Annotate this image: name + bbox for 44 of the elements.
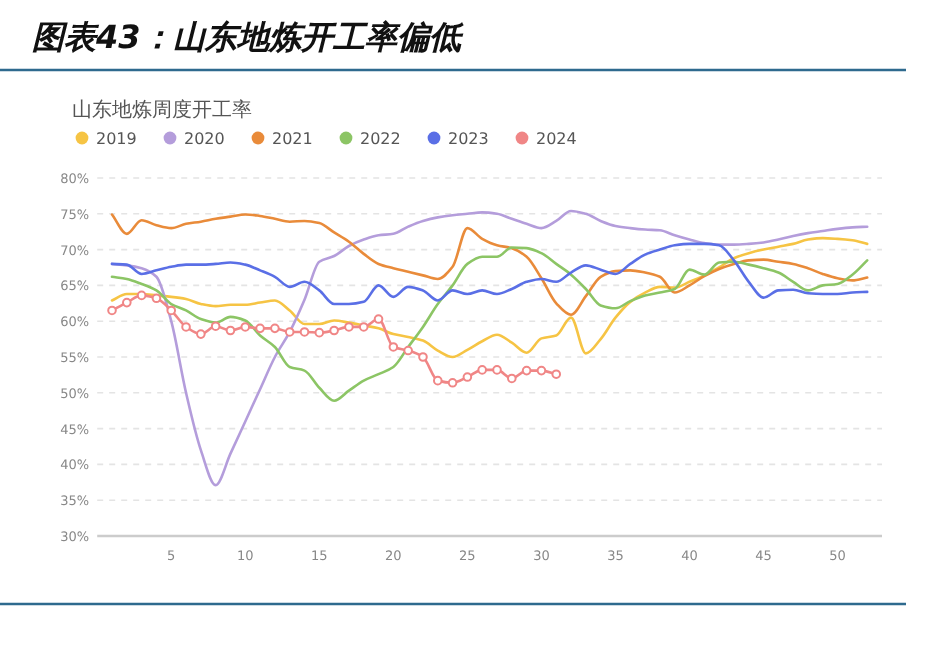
- point: [284, 327, 295, 337]
- chart-title: 图表43：山东地炼开工率偏低: [32, 18, 465, 56]
- point: [507, 373, 517, 384]
- point: [314, 327, 325, 338]
- point: [447, 377, 458, 388]
- point: [388, 342, 399, 352]
- point: [344, 322, 354, 332]
- legend-label: 2023: [448, 130, 489, 148]
- point: [418, 352, 428, 362]
- legend-label: 2021: [272, 130, 313, 148]
- point: [270, 323, 280, 334]
- point: [462, 372, 473, 382]
- point: [122, 297, 132, 308]
- point: [521, 365, 532, 376]
- point: [240, 322, 251, 332]
- point: [536, 365, 547, 376]
- legend-label: 2022: [360, 130, 401, 148]
- point: [136, 290, 147, 301]
- legend-label: 2019: [96, 130, 137, 148]
- point: [329, 325, 339, 336]
- point: [492, 365, 502, 375]
- line-series: [110, 246, 869, 402]
- point: [107, 305, 117, 316]
- line-series: [110, 213, 869, 317]
- line-series: [110, 209, 869, 487]
- point: [432, 375, 443, 386]
- point: [210, 321, 221, 332]
- line-series: [110, 236, 869, 359]
- point: [255, 323, 265, 334]
- line-series: [110, 242, 869, 306]
- point: [166, 305, 177, 316]
- legend-label: 2024: [536, 130, 577, 148]
- chart-subtitle: 山东地炼周度开工率: [72, 98, 252, 122]
- point: [373, 314, 384, 324]
- point: [196, 329, 206, 339]
- legend-label: 2020: [184, 130, 225, 148]
- point: [358, 322, 369, 332]
- point: [299, 327, 310, 337]
- point: [225, 325, 236, 336]
- point: [151, 293, 162, 304]
- point: [181, 322, 191, 332]
- point: [477, 365, 487, 375]
- point: [551, 369, 562, 379]
- point: [403, 345, 413, 356]
